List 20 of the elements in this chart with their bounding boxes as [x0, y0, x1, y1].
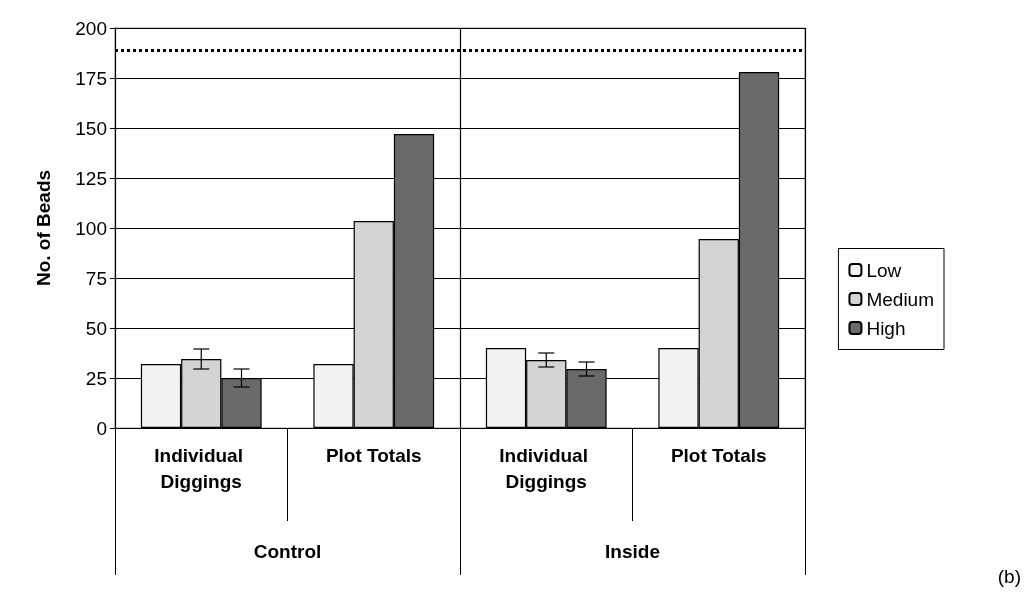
x-tick-label: Plot Totals [670, 444, 767, 466]
text: Control [253, 541, 322, 562]
y-tick-label: 0 [96, 417, 107, 439]
x-tick-label: Individual Diggings [154, 444, 249, 492]
y-tick-label: 200 [75, 17, 107, 39]
y-tick-label: 100 [75, 217, 107, 239]
legend-label: Medium [866, 288, 934, 310]
x-tick-label: Individual Diggings [499, 444, 594, 492]
legend-label: Low [866, 259, 902, 281]
y-axis-title: No. of Beads [33, 169, 54, 287]
y-tick-label: 75 [85, 267, 107, 289]
text: (b) [997, 566, 1022, 587]
y-tick-label: 125 [75, 167, 107, 189]
legend-label: High [866, 317, 906, 339]
y-tick-label: 175 [75, 67, 107, 89]
y-tick-label: 150 [75, 117, 107, 139]
text: Inside [605, 541, 660, 562]
y-tick-label: 50 [85, 317, 107, 339]
x-tick-label: Plot Totals [325, 444, 422, 466]
y-tick-label: 25 [85, 367, 107, 389]
